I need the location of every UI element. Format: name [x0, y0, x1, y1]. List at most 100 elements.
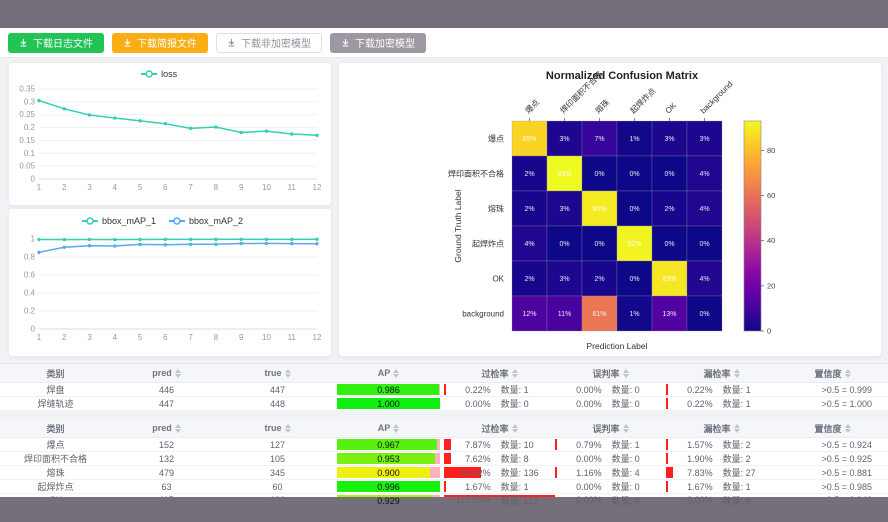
table-row: 焊印面积不合格 132 105 0.953 7.62% 数量: 8 0.00% 数量: 0 1.…	[0, 451, 888, 466]
svg-text:0.6: 0.6	[24, 271, 36, 280]
svg-text:92%: 92%	[627, 241, 641, 248]
svg-text:7%: 7%	[594, 136, 604, 143]
rate-count: 数量: 0	[611, 454, 640, 464]
download-encrypted-model-button[interactable]: 下载加密模型	[330, 32, 426, 53]
column-header-true[interactable]: true	[222, 364, 333, 383]
rate-percent: 0.00%	[576, 398, 602, 409]
legend-item-loss[interactable]: loss	[141, 69, 178, 79]
svg-text:3%: 3%	[559, 136, 569, 143]
svg-text:2: 2	[62, 333, 67, 342]
column-header-pred[interactable]: pred	[111, 419, 222, 438]
rate-count: 数量: 0	[611, 482, 640, 492]
column-header-true[interactable]: true	[222, 419, 333, 438]
rate-percent: 0.00%	[576, 495, 602, 505]
svg-text:bbox_mAP_1: bbox_mAP_1	[102, 216, 156, 226]
column-header-label: AP	[377, 423, 391, 433]
download-log-button[interactable]: 下载日志文件	[8, 32, 104, 53]
svg-text:4%: 4%	[699, 206, 709, 213]
svg-text:4%: 4%	[524, 241, 534, 248]
svg-text:0: 0	[31, 175, 36, 184]
column-header-漏检率[interactable]: 漏检率	[666, 419, 777, 438]
sort-carets-icon[interactable]	[284, 368, 291, 378]
matrix-cell	[581, 260, 618, 297]
heatmap-col-label: 起焊炸点	[628, 86, 658, 116]
sort-carets-icon[interactable]	[511, 368, 518, 378]
ap-bar	[337, 467, 430, 478]
svg-text:90%: 90%	[592, 206, 606, 213]
rate-bar	[666, 384, 668, 395]
sort-carets-icon[interactable]	[393, 368, 400, 378]
sort-carets-icon[interactable]	[393, 423, 400, 433]
column-header-pred[interactable]: pred	[111, 364, 222, 383]
cell-confidence: >0.5 = 0.985	[777, 479, 888, 494]
download-unencrypted-model-button[interactable]: 下载非加密模型	[216, 32, 322, 53]
sort-carets-icon[interactable]	[511, 423, 518, 433]
svg-text:89%: 89%	[662, 276, 676, 283]
sort-carets-icon[interactable]	[284, 423, 291, 433]
matrix-cell	[581, 225, 618, 262]
matrix-cell	[686, 260, 723, 297]
cell-true: 448	[222, 396, 333, 411]
svg-text:0%: 0%	[629, 276, 639, 283]
column-header-过检率[interactable]: 过检率	[444, 364, 555, 383]
sort-carets-icon[interactable]	[733, 423, 740, 433]
column-header-误判率[interactable]: 误判率	[555, 364, 666, 383]
cell-ap: 0.929	[333, 493, 444, 507]
sort-carets-icon[interactable]	[844, 423, 851, 433]
column-header-漏检率[interactable]: 漏检率	[666, 364, 777, 383]
rate-bar	[444, 481, 446, 492]
cell-ap: 0.986	[333, 382, 444, 397]
heatmap-row-label: 爆点	[488, 134, 504, 144]
cell-misjudge-rate: 0.00% 数量: 0	[555, 396, 666, 411]
matrix-cell	[546, 190, 583, 227]
rate-count: 数量: 2	[722, 440, 751, 450]
sort-carets-icon[interactable]	[844, 368, 851, 378]
svg-text:20: 20	[767, 281, 775, 290]
svg-text:0%: 0%	[594, 241, 604, 248]
column-header-置信度[interactable]: 置信度	[777, 364, 888, 383]
legend-item-bbox_mAP_2[interactable]: bbox_mAP_2	[169, 216, 243, 226]
heatmap-ylabel: Ground Truth Label	[453, 189, 463, 262]
column-header-误判率[interactable]: 误判率	[555, 419, 666, 438]
column-header-label: 误判率	[592, 368, 620, 379]
column-header-过检率[interactable]: 过检率	[444, 419, 555, 438]
matrix-cell	[616, 120, 653, 157]
svg-text:2%: 2%	[664, 206, 674, 213]
svg-text:8: 8	[214, 333, 219, 342]
column-header-ap[interactable]: AP	[333, 364, 444, 383]
matrix-cell	[686, 190, 723, 227]
sort-carets-icon[interactable]	[174, 368, 181, 378]
svg-text:2%: 2%	[524, 206, 534, 213]
heatmap-title: Normalized Confusion Matrix	[546, 70, 699, 82]
column-header-label: 类别	[46, 368, 65, 379]
column-header-label: 误判率	[592, 423, 620, 434]
cell-confidence: >0.5 = 0.924	[777, 437, 888, 452]
table-row: 焊缝轨迹 447 448 1.000 0.00% 数量: 0 0.00% 数量: 0 0.22%…	[0, 396, 888, 411]
cell-misjudge-rate: 1.16% 数量: 4	[555, 465, 666, 480]
svg-text:6: 6	[163, 183, 168, 192]
svg-text:40: 40	[767, 236, 775, 245]
svg-text:3: 3	[87, 333, 92, 342]
matrix-cell	[616, 295, 653, 332]
matrix-cell	[581, 120, 618, 157]
rate-percent: 7.87%	[465, 439, 491, 450]
table-row: 焊盘 446 447 0.986 0.22% 数量: 1 0.00% 数量: 0 0.22% 数量…	[0, 382, 888, 397]
rate-count: 数量: 136	[500, 468, 539, 478]
column-header-置信度[interactable]: 置信度	[777, 419, 888, 438]
ap-bar	[337, 398, 440, 409]
cell-confidence: >0.5 = 1.000	[777, 396, 888, 411]
sort-carets-icon[interactable]	[733, 368, 740, 378]
rate-bar	[666, 398, 668, 409]
column-header-ap[interactable]: AP	[333, 419, 444, 438]
sort-carets-icon[interactable]	[622, 368, 629, 378]
download-encrypted-model-label: 下载加密模型	[355, 39, 415, 50]
download-report-label: 下载简报文件	[137, 39, 197, 50]
sort-carets-icon[interactable]	[174, 423, 181, 433]
matrix-cell	[546, 155, 583, 192]
rate-percent: 0.22%	[465, 384, 491, 395]
download-report-button[interactable]: 下载简报文件	[112, 32, 208, 53]
svg-text:0%: 0%	[664, 241, 674, 248]
sort-carets-icon[interactable]	[622, 423, 629, 433]
legend-item-bbox_mAP_1[interactable]: bbox_mAP_1	[82, 216, 156, 226]
